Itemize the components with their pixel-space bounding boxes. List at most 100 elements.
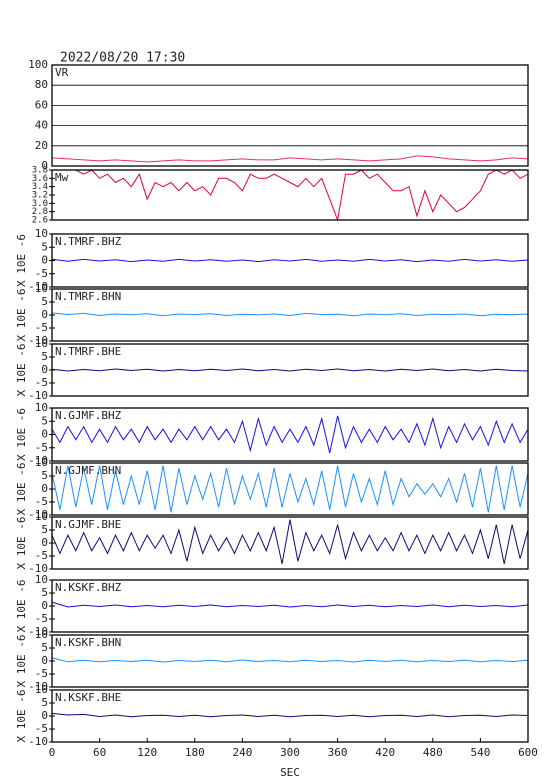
y-tick-label: 40 bbox=[35, 119, 48, 132]
panel-frame bbox=[51, 462, 529, 516]
y-tick-label: 0 bbox=[41, 159, 48, 172]
y-axis-label: X 10E -6 bbox=[15, 517, 28, 570]
panel-label: N.GJMF.BHE bbox=[55, 518, 121, 531]
x-tick-label: 360 bbox=[328, 746, 348, 759]
y-tick-label: 3.8 bbox=[32, 166, 48, 176]
y-axis-label: X 10E -6 bbox=[15, 463, 28, 516]
y-tick-label: 10 bbox=[35, 227, 48, 240]
trace-line bbox=[51, 601, 529, 608]
trace-line bbox=[51, 465, 529, 513]
y-tick-label: 5 bbox=[41, 240, 48, 253]
y-axis-label: X 10E -6 bbox=[15, 289, 28, 342]
y-tick-label: 5 bbox=[41, 414, 48, 427]
trace-line bbox=[51, 657, 529, 663]
y-tick-label: -10 bbox=[28, 625, 48, 638]
y-tick-label: 3.4 bbox=[32, 182, 48, 192]
x-tick-label: 120 bbox=[137, 746, 157, 759]
y-tick-label: 0 bbox=[41, 428, 48, 441]
y-tick-label: -10 bbox=[28, 334, 48, 347]
y-tick-label: 10 bbox=[35, 401, 48, 414]
panel-frame bbox=[51, 169, 529, 221]
panel-frame bbox=[51, 288, 529, 342]
x-tick-label: 600 bbox=[518, 746, 538, 759]
panel-frame bbox=[51, 516, 529, 570]
x-axis-label: SEC bbox=[280, 766, 300, 779]
x-tick-label: 540 bbox=[470, 746, 490, 759]
panel-label: N.TMRF.BHE bbox=[55, 345, 121, 358]
trace-line bbox=[52, 169, 529, 222]
y-tick-label: -10 bbox=[28, 508, 48, 521]
panel-label: Mw bbox=[55, 171, 69, 184]
panel-frame bbox=[51, 634, 529, 688]
y-tick-label: -5 bbox=[35, 321, 48, 334]
panel-label: N.TMRF.BHN bbox=[55, 290, 121, 303]
y-tick-label: -5 bbox=[35, 722, 48, 735]
y-tick-label: 2.6 bbox=[32, 216, 48, 226]
panel-frame bbox=[51, 233, 529, 288]
y-tick-label: 10 bbox=[35, 510, 48, 523]
y-tick-label: 3.6 bbox=[32, 174, 48, 184]
y-tick-label: 80 bbox=[35, 78, 48, 91]
y-tick-label: 0 bbox=[41, 709, 48, 722]
y-tick-label: 5 bbox=[41, 641, 48, 654]
y-tick-label: 100 bbox=[28, 58, 48, 71]
panel-label: N.TMRF.BHZ bbox=[55, 235, 122, 248]
panel-label: N.KSKF.BHE bbox=[55, 691, 121, 704]
y-axis-label: X 10E -6 bbox=[15, 690, 28, 743]
y-tick-label: 5 bbox=[41, 523, 48, 536]
y-tick-label: -10 bbox=[28, 454, 48, 467]
y-tick-label: 0 bbox=[41, 536, 48, 549]
y-tick-label: 5 bbox=[41, 295, 48, 308]
y-tick-label: 5 bbox=[41, 586, 48, 599]
panel-label: VR bbox=[55, 66, 69, 79]
panel-label: N.GJMF.BHZ bbox=[55, 409, 122, 422]
y-tick-label: 0 bbox=[41, 654, 48, 667]
x-tick-label: 420 bbox=[375, 746, 395, 759]
y-tick-label: -5 bbox=[35, 612, 48, 625]
y-tick-label: -10 bbox=[28, 680, 48, 693]
x-tick-label: 240 bbox=[232, 746, 252, 759]
y-tick-label: 3.2 bbox=[32, 191, 48, 201]
y-tick-label: 5 bbox=[41, 350, 48, 363]
y-tick-label: 10 bbox=[35, 573, 48, 586]
y-axis-label: X 10E -6 bbox=[15, 234, 28, 287]
trace-line bbox=[51, 415, 529, 454]
y-tick-label: -10 bbox=[28, 280, 48, 293]
y-tick-label: 3.0 bbox=[32, 199, 48, 209]
y-tick-label: 10 bbox=[35, 337, 48, 350]
y-tick-label: -5 bbox=[35, 441, 48, 454]
y-tick-label: 10 bbox=[35, 683, 48, 696]
x-tick-label: 0 bbox=[49, 746, 56, 759]
y-axis-label: X 10E -6 bbox=[15, 408, 28, 461]
panel-label: N.KSKF.BHN bbox=[55, 636, 121, 649]
y-tick-label: 5 bbox=[41, 469, 48, 482]
panel-label: N.GJMF.BHN bbox=[55, 464, 121, 477]
y-tick-label: -5 bbox=[35, 549, 48, 562]
trace-line bbox=[51, 155, 529, 163]
y-tick-label: 2.8 bbox=[32, 207, 48, 217]
panel-label: N.KSKF.BHZ bbox=[55, 581, 122, 594]
y-tick-label: 0 bbox=[41, 482, 48, 495]
y-tick-label: 5 bbox=[41, 696, 48, 709]
y-tick-label: 0 bbox=[41, 254, 48, 267]
y-tick-label: -10 bbox=[28, 735, 48, 748]
y-tick-label: 0 bbox=[41, 308, 48, 321]
y-tick-label: 20 bbox=[35, 139, 48, 152]
panel-frame bbox=[51, 407, 529, 462]
y-tick-label: -5 bbox=[35, 667, 48, 680]
y-axis-label: X 10E -6 bbox=[15, 344, 28, 397]
panel-frame bbox=[51, 343, 529, 397]
y-axis-label: X 10E -6 bbox=[15, 580, 28, 633]
y-tick-label: -5 bbox=[35, 495, 48, 508]
y-tick-label: 10 bbox=[35, 282, 48, 295]
panel-frame bbox=[51, 579, 529, 633]
chart-title: 2022/08/20 17:30 bbox=[60, 51, 185, 66]
y-tick-label: -10 bbox=[28, 389, 48, 402]
trace-line bbox=[51, 368, 529, 372]
trace-line bbox=[51, 312, 529, 317]
y-tick-label: 10 bbox=[35, 456, 48, 469]
x-tick-label: 180 bbox=[185, 746, 205, 759]
y-tick-label: 0 bbox=[41, 363, 48, 376]
y-tick-label: -5 bbox=[35, 376, 48, 389]
y-tick-label: 10 bbox=[35, 628, 48, 641]
